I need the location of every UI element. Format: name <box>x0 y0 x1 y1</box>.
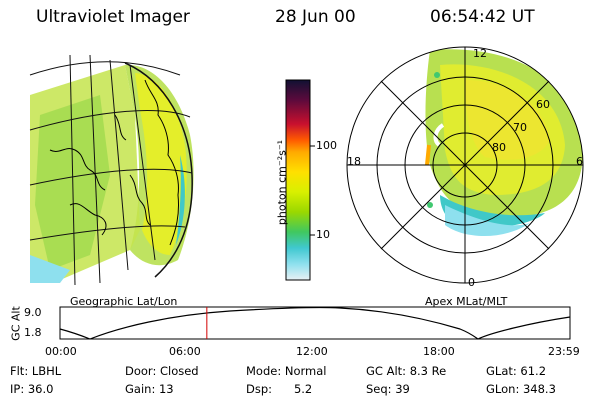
polar-grid <box>346 46 584 284</box>
date-label: 28 Jun 00 <box>275 7 356 27</box>
time-label: 06:54:42 UT <box>430 7 535 27</box>
geo-panel-label: Geographic Lat/Lon <box>70 295 178 308</box>
status-seq: Seq: 39 <box>366 382 410 396</box>
mlat-label-60: 60 <box>536 98 550 111</box>
altitude-plot <box>59 306 571 340</box>
altitude-xtick-1800: 18:00 <box>423 345 455 358</box>
altitude-ylabel: GC Alt <box>9 306 23 341</box>
status-ip: IP: 36.0 <box>10 382 54 396</box>
altitude-xtick-0600: 06:00 <box>169 345 201 358</box>
colorbar-tick-100: 100 <box>316 139 337 152</box>
status-gc-alt: GC Alt: 8.3 Re <box>366 364 447 378</box>
status-mode: Mode: Normal <box>246 364 327 378</box>
status-glon: GLon: 348.3 <box>486 382 556 396</box>
geographic-map <box>29 54 194 286</box>
altitude-xtick-2359: 23:59 <box>548 345 580 358</box>
status-filter: Flt: LBHL <box>10 364 62 378</box>
coastlines <box>49 79 179 246</box>
colorbar-tick-10: 10 <box>316 228 330 241</box>
mlt-label-6: 6 <box>576 155 583 168</box>
status-gain: Gain: 13 <box>125 382 174 396</box>
auroral-arc <box>425 72 445 208</box>
mlt-label-18: 18 <box>347 155 361 168</box>
altitude-curve <box>59 307 571 340</box>
auroral-emission-geo <box>30 64 194 283</box>
map-gridlines <box>29 54 193 286</box>
mlt-label-12: 12 <box>473 47 487 60</box>
colorbar <box>285 79 315 281</box>
status-glat: GLat: 61.2 <box>486 364 547 378</box>
status-dsp: Dsp: 5.2 <box>246 382 313 396</box>
mlt-label-0: 0 <box>468 276 475 289</box>
status-door: Door: Closed <box>125 364 199 378</box>
mlat-label-80: 80 <box>492 141 506 154</box>
mlat-label-70: 70 <box>513 121 527 134</box>
altitude-xtick-1200: 12:00 <box>296 345 328 358</box>
polar-panel-label: Apex MLat/MLT <box>425 295 508 308</box>
polar-plot <box>346 46 584 284</box>
altitude-ytick-high: 9.0 <box>24 306 42 319</box>
altitude-ytick-low: 1.8 <box>24 326 42 339</box>
colorbar-unit-label: photon cm⁻²s⁻¹ <box>275 139 289 226</box>
altitude-xtick-0000: 00:00 <box>45 345 77 358</box>
instrument-title: Ultraviolet Imager <box>36 7 190 27</box>
